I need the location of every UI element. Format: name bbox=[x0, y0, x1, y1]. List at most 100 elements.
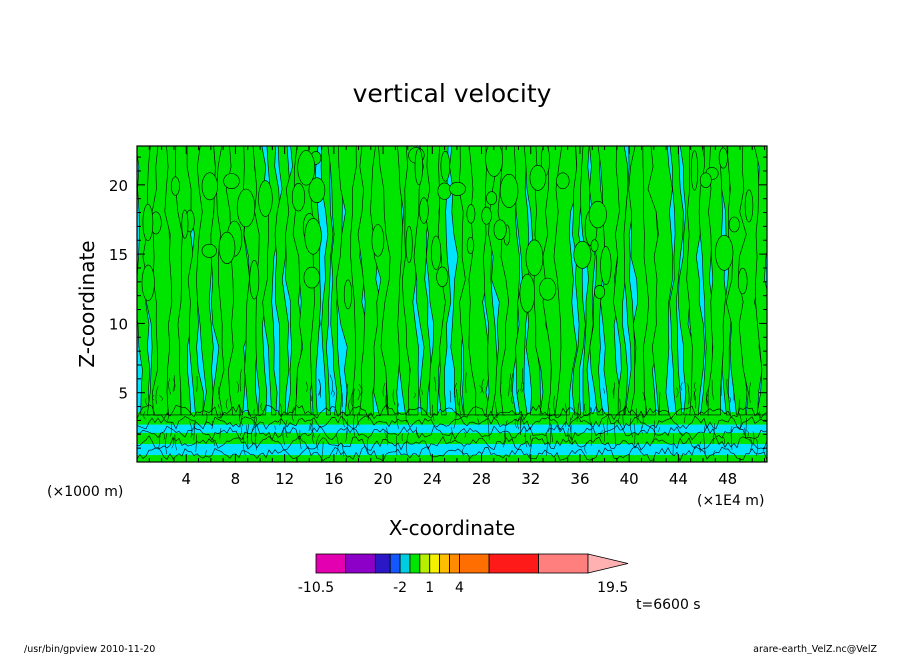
contour-line bbox=[145, 398, 148, 406]
x-tick-label: 20 bbox=[374, 470, 393, 488]
y-tick-label: 15 bbox=[109, 246, 128, 264]
field-blob bbox=[223, 173, 240, 189]
field-blob bbox=[690, 150, 699, 191]
contour-line bbox=[168, 378, 172, 395]
contour-line bbox=[193, 422, 196, 430]
contour-line bbox=[516, 389, 520, 401]
contour-line bbox=[463, 431, 467, 438]
contour-line bbox=[449, 390, 452, 403]
field-blob bbox=[699, 172, 712, 188]
contour-line bbox=[449, 427, 453, 442]
contour-line bbox=[137, 445, 767, 462]
field-blob bbox=[291, 183, 306, 212]
contour-line bbox=[246, 423, 249, 438]
contour-line bbox=[335, 434, 339, 455]
field-blob bbox=[590, 239, 599, 252]
contour-line bbox=[737, 399, 740, 415]
field-blob bbox=[519, 273, 535, 313]
contour-line bbox=[589, 407, 591, 426]
contour-line bbox=[630, 418, 634, 438]
plume bbox=[327, 146, 344, 416]
contour-line bbox=[680, 382, 683, 391]
colorbar-segment bbox=[399, 553, 411, 574]
contour-line bbox=[152, 395, 155, 401]
colorbar-label: 19.5 bbox=[597, 580, 628, 596]
contour-line bbox=[382, 382, 386, 397]
contour-line bbox=[218, 387, 220, 400]
contour-line bbox=[613, 382, 615, 399]
contour-line bbox=[576, 403, 579, 422]
contour-line bbox=[225, 398, 229, 410]
footer-left: /usr/bin/gpview 2010-11-20 bbox=[24, 644, 155, 654]
contour-line bbox=[332, 390, 335, 397]
contour-line bbox=[345, 430, 348, 443]
contour-line bbox=[434, 376, 437, 392]
contour-line bbox=[386, 427, 389, 446]
x-ticks: 4 8 12 16 20 24 28 32 36 40 44 48 bbox=[136, 146, 766, 488]
contour-line bbox=[640, 426, 644, 434]
contour-line bbox=[319, 390, 321, 398]
colorbar-segment bbox=[389, 553, 401, 574]
contour-line bbox=[567, 428, 571, 444]
plume bbox=[553, 146, 579, 416]
field-blob bbox=[744, 189, 754, 223]
contour-line bbox=[570, 425, 573, 445]
contour-line bbox=[340, 384, 344, 408]
contour-line bbox=[205, 412, 208, 425]
contour-line bbox=[679, 431, 683, 438]
field-blob bbox=[556, 172, 570, 190]
field-blob bbox=[493, 219, 507, 240]
contour-line bbox=[590, 422, 593, 446]
contour-line bbox=[528, 435, 532, 458]
contour-line bbox=[193, 420, 196, 441]
footer-right: arare-earth_VelZ.nc@VelZ bbox=[753, 644, 877, 654]
contour-line bbox=[240, 415, 244, 427]
contour-line bbox=[545, 434, 548, 456]
contour-line bbox=[755, 438, 759, 457]
chart-title: vertical velocity bbox=[353, 79, 552, 108]
contour-line bbox=[397, 403, 399, 415]
contour-line bbox=[341, 443, 345, 457]
contour-line bbox=[239, 423, 242, 436]
contour-line bbox=[353, 388, 355, 404]
contour-line bbox=[242, 437, 246, 456]
contour-line bbox=[742, 427, 746, 435]
contour-line bbox=[726, 379, 729, 398]
contour-line bbox=[310, 395, 313, 402]
contour-line bbox=[524, 427, 527, 437]
contour-line bbox=[462, 447, 465, 456]
field-blob bbox=[431, 235, 442, 270]
contour-line bbox=[384, 431, 387, 440]
contour-line bbox=[172, 378, 176, 392]
contour-line bbox=[606, 417, 609, 436]
colorbar-segment bbox=[345, 553, 376, 574]
contour-line bbox=[161, 432, 166, 441]
contour-line bbox=[348, 399, 351, 414]
colorbar-arrow bbox=[587, 553, 629, 574]
contour-line bbox=[251, 423, 255, 445]
contour-line bbox=[172, 375, 176, 391]
contour-line bbox=[350, 390, 355, 407]
contour-line bbox=[571, 413, 574, 420]
contour-line bbox=[246, 425, 249, 449]
contour-line bbox=[584, 442, 588, 454]
field-band bbox=[137, 455, 767, 462]
contour-line bbox=[730, 429, 733, 450]
contour-line bbox=[508, 373, 511, 397]
contour-line bbox=[603, 388, 605, 394]
contour-line bbox=[622, 405, 626, 429]
contour-line bbox=[254, 416, 258, 437]
velocity-field bbox=[137, 146, 767, 462]
colorbar-label: -10.5 bbox=[298, 580, 334, 596]
field-band bbox=[137, 432, 767, 444]
x-tick-label: 36 bbox=[570, 470, 589, 488]
contour-line bbox=[137, 403, 767, 421]
field-blob bbox=[436, 266, 449, 287]
contour-line bbox=[239, 368, 242, 392]
contour-line bbox=[481, 378, 485, 394]
contour-line bbox=[684, 413, 687, 424]
field-blob bbox=[718, 147, 728, 169]
contour-line bbox=[195, 434, 197, 452]
contour-line bbox=[642, 391, 645, 401]
y-axis-label: Z-coordinate bbox=[75, 240, 99, 367]
